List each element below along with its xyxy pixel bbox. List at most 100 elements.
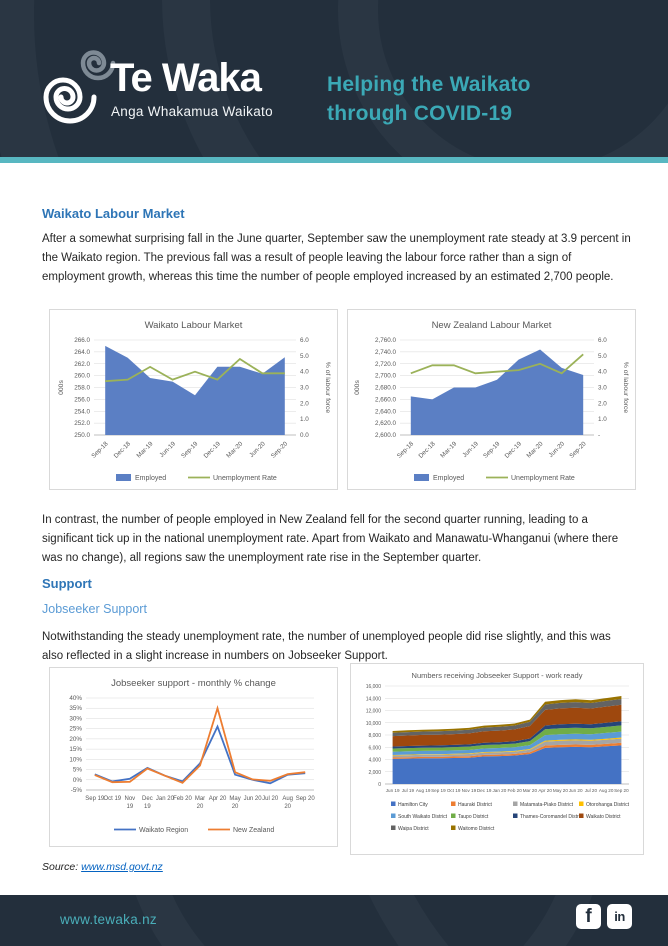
legend-marker-Otorohanga District	[579, 801, 584, 806]
nz-labour-market-chart-frame: New Zealand Labour Market 2,600.0 2,620.0 2…	[347, 309, 636, 490]
x-axis-tick-label: Mar-20	[225, 440, 244, 459]
y-axis-tick-label: 252.0	[74, 420, 90, 427]
y-axis-tick-label: 2,600.0	[375, 432, 397, 439]
x-axis-tick-label: Sep 19	[85, 796, 105, 802]
y-axis-tick-label: 5%	[73, 767, 83, 774]
right-axis-title: % of labour force	[622, 362, 629, 414]
x-axis-tick-label: Jun-19	[461, 440, 480, 459]
jobseeker-monthly-change-chart: Jobseeker support - monthly % change -5% 0…	[69, 678, 315, 834]
linkedin-icon[interactable]: in	[607, 904, 632, 929]
logo-title: Te Waka	[110, 56, 262, 100]
logo-subtitle: Anga Whakamua Waikato	[111, 104, 273, 119]
y-axis-tick-label: 2,660.0	[375, 396, 397, 403]
koru-spiral-icon	[43, 50, 116, 124]
y-axis-tick-label: 35%	[69, 705, 82, 712]
legend-label: Waikato Region	[139, 827, 188, 834]
y-axis-tick-label: 0%	[73, 777, 83, 784]
waikato-labour-market-chart: Waikato Labour Market 250.0 252.0 254.0 256.…	[58, 320, 331, 482]
stacked-area-Matamata-Piako District	[392, 738, 622, 758]
y-axis-tick-label: 3.0	[300, 385, 309, 392]
x-axis-tick-label: Jul 20	[262, 796, 279, 802]
y-axis-tick-label: 2,680.0	[375, 385, 397, 392]
facebook-glyph: f	[585, 905, 592, 927]
y-axis-tick-label: 2.0	[598, 400, 607, 407]
stacked-area-Waitomo District	[392, 696, 622, 733]
legend-marker-area	[116, 474, 131, 481]
x-axis-tick-label: Sep-19	[482, 440, 502, 460]
y-axis-tick-label: 16,000	[366, 684, 382, 690]
legend-marker-Hamilton City	[391, 801, 396, 806]
x-axis-tick-label: Jun 20	[569, 788, 583, 793]
y-axis-tick-label: 5.0	[300, 353, 309, 360]
x-axis-tick-label: Aug 20	[599, 788, 614, 793]
y-axis-tick-label: 260.0	[74, 373, 90, 380]
y-axis-tick-label: 12,000	[366, 709, 382, 715]
source-label: Source:	[42, 861, 79, 873]
x-axis-tick-label: Feb 20	[173, 796, 192, 802]
y-axis-tick-label: -	[598, 432, 600, 439]
stacked-area-Taupo District	[392, 725, 622, 752]
y-axis-tick-label: 254.0	[74, 408, 90, 415]
x-axis-tick-label: Sep-18	[90, 440, 110, 460]
y-axis-tick-label: 2,720.0	[375, 361, 397, 368]
stacked-area-Hamilton City	[392, 745, 622, 784]
x-axis-tick-label: Jun 19	[386, 788, 400, 793]
left-axis-title: 000s	[58, 380, 65, 395]
y-axis-tick-label: 250.0	[74, 432, 90, 439]
legend-label: Hamilton City	[398, 802, 428, 808]
right-axis-title: % of labour force	[324, 362, 331, 414]
y-axis-tick-label: 2,620.0	[375, 420, 397, 427]
y-axis-tick-label: 25%	[69, 726, 82, 733]
x-axis-tick-label: May 20	[553, 788, 569, 793]
y-axis-tick-label: 14,000	[366, 696, 382, 702]
x-axis-tick-label: Sep-20	[270, 440, 290, 460]
legend-label: Thames-Coromandel District	[520, 814, 584, 820]
stacked-area-Otorohanga District	[392, 737, 622, 756]
x-axis-tick-label: Oct 19	[103, 796, 121, 802]
legend-label: Waikato District	[586, 814, 621, 820]
x-axis-tick-label: Mar-20	[525, 440, 544, 459]
x-axis-tick-label: Nov	[125, 796, 136, 802]
section-heading-support: Support	[42, 576, 92, 591]
x-axis-tick-label: Mar	[195, 796, 205, 802]
y-axis-tick-label: 2.0	[300, 400, 309, 407]
legend-label: New Zealand	[233, 827, 274, 834]
legend-label: Waipa District	[398, 826, 429, 832]
header-banner: Te Waka Anga Whakamua Waikato Helping th…	[0, 0, 668, 157]
header-tagline: Helping the Waikato through COVID-19	[327, 70, 531, 128]
stacked-area-Waikato District	[392, 704, 622, 747]
y-axis-tick-label: 4.0	[300, 369, 309, 376]
stacked-area-Thames-Coromandel District	[392, 721, 622, 749]
section-heading-waikato-labour-market: Waikato Labour Market	[42, 206, 185, 221]
footer-website-link[interactable]: www.tewaka.nz	[60, 912, 157, 927]
source-link[interactable]: www.msd.govt.nz	[81, 861, 163, 873]
legend-marker-South Waikato District	[391, 813, 396, 818]
y-axis-tick-label: 1.0	[300, 416, 309, 423]
stacked-area-Hauraki District	[392, 742, 622, 759]
legend-marker-Matamata-Piako District	[513, 801, 518, 806]
chart-title: Waikato Labour Market	[145, 320, 243, 331]
x-axis-tick-label: 20	[197, 804, 204, 810]
y-axis-tick-label: 0.0	[300, 432, 309, 439]
facebook-icon[interactable]: f	[576, 904, 601, 929]
line-series-New Zealand	[94, 704, 306, 784]
y-axis-tick-label: 258.0	[74, 385, 90, 392]
stacked-area-Waipa District	[392, 699, 622, 737]
subheading-jobseeker-support: Jobseeker Support	[42, 602, 147, 616]
x-axis-tick-label: 20	[284, 804, 291, 810]
x-axis-tick-label: Sep-20	[568, 440, 588, 460]
chart-title: New Zealand Labour Market	[432, 320, 552, 331]
legend-label: South Waikato District	[398, 814, 448, 820]
header-arc-decoration	[0, 0, 668, 157]
source-line: Source: www.msd.govt.nz	[42, 861, 163, 873]
legend-label: Taupo District	[458, 814, 489, 820]
chart-title: Numbers receiving Jobseeker Support - wo…	[412, 671, 583, 680]
y-axis-tick-label: 15%	[69, 746, 82, 753]
left-axis-title: 000s	[354, 380, 361, 395]
area-series-Employed	[410, 349, 584, 435]
area-series-Employed	[105, 345, 285, 435]
x-axis-tick-label: May	[229, 796, 240, 802]
stacked-area-South Waikato District	[392, 731, 622, 755]
y-axis-tick-label: 0	[378, 782, 381, 788]
x-axis-tick-label: Dec 19	[477, 788, 492, 793]
